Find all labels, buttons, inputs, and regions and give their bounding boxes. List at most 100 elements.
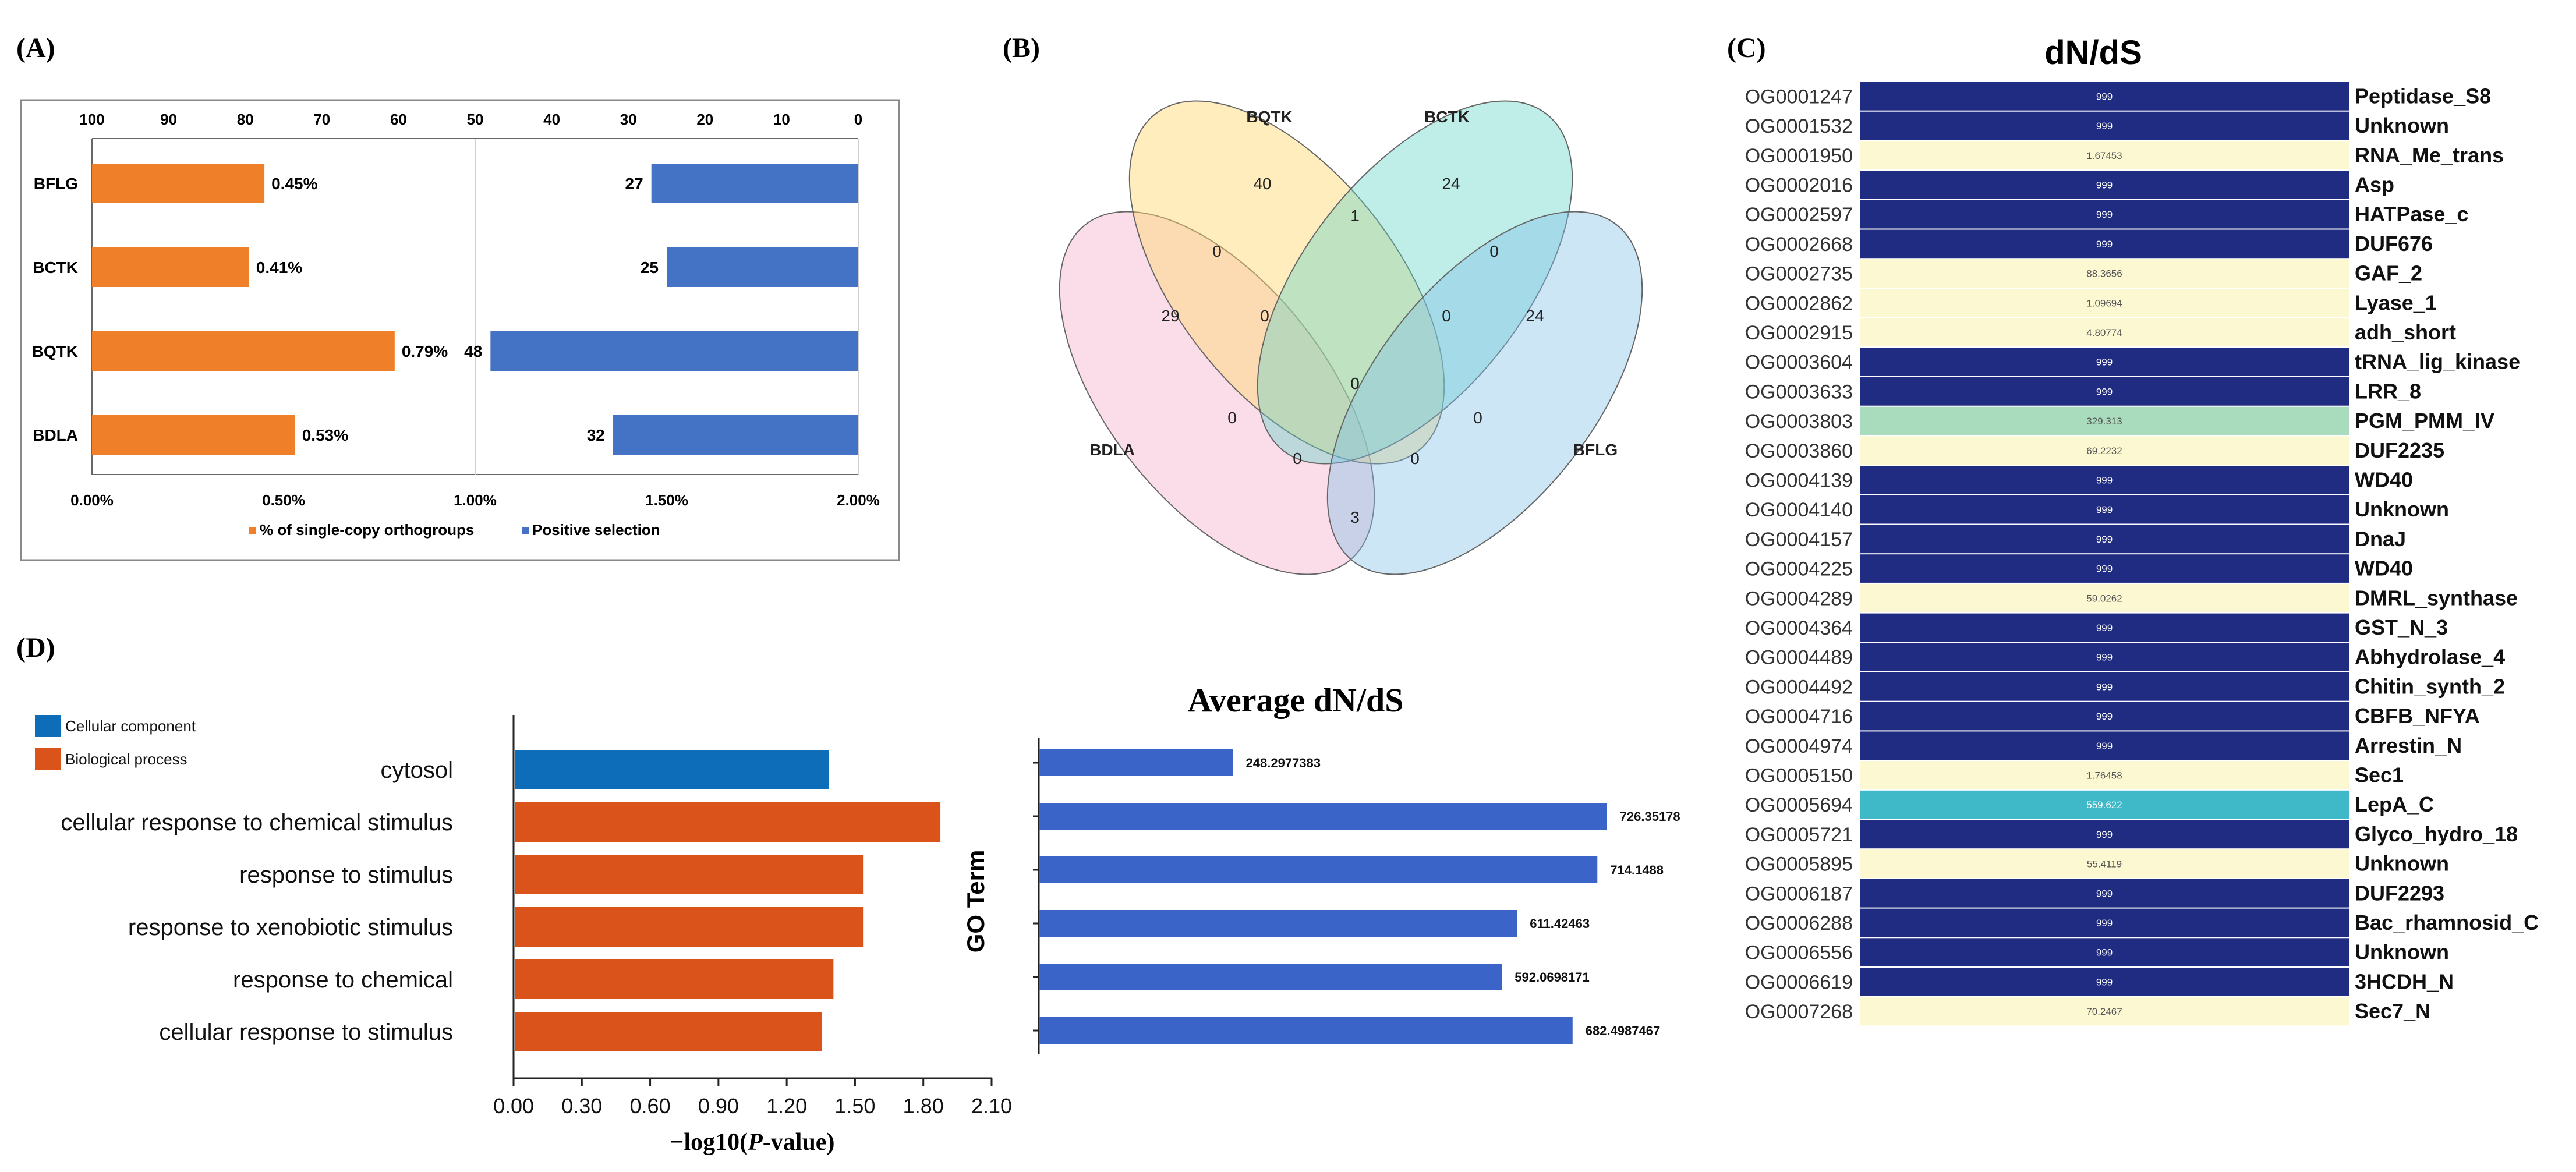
go-bar xyxy=(515,907,864,947)
avg-bar xyxy=(1039,856,1598,883)
heatmap-row-label: OG0003803 xyxy=(1745,410,1853,433)
heatmap-family-label: DnaJ xyxy=(2355,527,2406,551)
top-tick-label: 0 xyxy=(854,111,862,128)
heatmap-cell xyxy=(1860,554,2349,583)
heatmap-cell xyxy=(1860,348,2349,376)
heatmap-family-label: WD40 xyxy=(2355,468,2413,491)
positive-selection-bar xyxy=(490,331,858,371)
heatmap-family-label: Chitin_synth_2 xyxy=(2355,674,2505,698)
go-bar xyxy=(515,855,864,894)
heatmap-cell-value: 999 xyxy=(2096,534,2113,545)
heatmap-row-label: OG0005895 xyxy=(1745,854,1853,876)
legend-swatch-cellular xyxy=(35,715,61,737)
heatmap-family-label: PGM_PMM_IV xyxy=(2355,409,2494,433)
avg-bar-label: 592.0698171 xyxy=(1515,970,1589,985)
heatmap-cell xyxy=(1860,997,2349,1026)
top-tick-label: 40 xyxy=(543,111,560,128)
avg-bar-label: 248.2977383 xyxy=(1246,756,1321,770)
panel-c-heatmap: dN/dS OG0001247 999 Peptidase_S8 OG0001532 9… xyxy=(1745,34,2539,1026)
heatmap-cell xyxy=(1860,229,2349,259)
legend-swatch-orthogroups xyxy=(249,527,256,534)
venn-set-bqtk xyxy=(1128,100,1445,465)
heatmap-cell-value: 999 xyxy=(2096,622,2113,633)
heatmap-row-label: OG0004157 xyxy=(1745,529,1853,551)
avg-bar-label: 726.35178 xyxy=(1620,809,1680,824)
orthogroup-bar-label: 0.45% xyxy=(271,175,317,193)
heatmap-cell xyxy=(1860,643,2349,671)
top-tick-label: 50 xyxy=(467,111,484,128)
heatmap-cell xyxy=(1860,968,2349,996)
heatmap-cell-value: 999 xyxy=(2096,652,2113,663)
avg-bar xyxy=(1039,749,1233,776)
orthogroup-bar xyxy=(92,415,295,455)
heatmap-cell-value: 4.80774 xyxy=(2086,327,2122,338)
panel-label-d: (D) xyxy=(16,632,55,663)
venn-count: 0 xyxy=(1212,242,1222,260)
heatmap-cell-value: 999 xyxy=(2096,91,2113,102)
venn-count: 0 xyxy=(1293,449,1302,468)
heatmap-family-label: Asp xyxy=(2355,172,2394,196)
panel-d-go-chart: Cellular component Biological process cy… xyxy=(35,715,1012,1156)
heatmap-row-label: OG0006619 xyxy=(1745,971,1853,993)
heatmap-title: dN/dS xyxy=(2044,34,2142,72)
heatmap-row-label: OG0003604 xyxy=(1745,352,1853,374)
avg-bar xyxy=(1039,803,1607,830)
heatmap-family-label: Sec7_N xyxy=(2355,999,2430,1023)
heatmap-family-label: Sec1 xyxy=(2355,763,2404,787)
heatmap-row-label: OG0004492 xyxy=(1745,676,1853,698)
heatmap-family-label: DUF2293 xyxy=(2355,881,2444,905)
heatmap-cell-value: 999 xyxy=(2096,209,2113,220)
venn-count: 0 xyxy=(1473,409,1482,427)
avg-y-axis-label: GO Term xyxy=(962,850,989,953)
heatmap-row-label: OG0002915 xyxy=(1745,322,1853,344)
heatmap-cell xyxy=(1860,613,2349,642)
panel-a-top-ticks: 100 90 80 70 60 50 40 30 20 10 0 xyxy=(79,111,862,128)
heatmap-cell-value: 1.67453 xyxy=(2086,150,2122,161)
legend-label-orthogroups: % of single-copy orthogroups xyxy=(260,521,474,539)
heatmap-cell-value: 999 xyxy=(2096,888,2113,899)
heatmap-cell-value: 329.313 xyxy=(2086,416,2122,427)
heatmap-cell-value: 70.2467 xyxy=(2086,1006,2122,1017)
go-tick-label: 1.50 xyxy=(834,1094,875,1118)
heatmap-family-label: Unknown xyxy=(2355,114,2449,137)
heatmap-cell-value: 999 xyxy=(2096,386,2113,397)
avg-bar xyxy=(1039,1017,1573,1044)
heatmap-row-label: OG0005150 xyxy=(1745,764,1853,787)
venn-count: 0 xyxy=(1260,307,1269,325)
heatmap-cell-value: 999 xyxy=(2096,475,2113,486)
heatmap-cell-value: 999 xyxy=(2096,947,2113,958)
bottom-tick-label: 1.00% xyxy=(454,491,497,509)
venn-count: 0 xyxy=(1489,242,1499,260)
positive-selection-bar xyxy=(651,164,858,203)
heatmap-family-label: DUF2235 xyxy=(2355,438,2444,462)
heatmap-cell-value: 1.76458 xyxy=(2086,770,2122,781)
heatmap-row-label: OG0002016 xyxy=(1745,174,1853,196)
heatmap-family-label: Unknown xyxy=(2355,940,2449,964)
heatmap-cell-value: 999 xyxy=(2096,357,2113,368)
go-bar xyxy=(515,959,834,999)
panel-label-b: (B) xyxy=(1003,33,1040,63)
orthogroup-bar xyxy=(92,331,395,371)
heatmap-family-label: RNA_Me_trans xyxy=(2355,143,2504,167)
positive-selection-bar-label: 25 xyxy=(641,259,659,277)
avg-bar-label: 714.1488 xyxy=(1610,863,1664,877)
heatmap-cell xyxy=(1860,377,2349,406)
heatmap-family-label: Abhydrolase_4 xyxy=(2355,645,2505,669)
heatmap-cell xyxy=(1860,583,2349,612)
avg-bar xyxy=(1039,910,1517,937)
orthogroup-bar-label: 0.53% xyxy=(302,426,348,444)
bottom-tick-label: 0.50% xyxy=(262,491,305,509)
go-ticks: 0.00 0.30 0.60 0.90 1.20 1.50 1.80 2.10 xyxy=(493,1078,1012,1118)
go-term-label: cellular response to chemical stimulus xyxy=(61,810,453,835)
venn-set-bflg xyxy=(1326,211,1643,575)
heatmap-row-label: OG0004140 xyxy=(1745,499,1853,521)
heatmap-family-label: CBFB_NFYA xyxy=(2355,704,2480,728)
heatmap-cell xyxy=(1860,141,2349,170)
go-term-label: response to chemical xyxy=(233,967,453,993)
go-term-label: response to xenobiotic stimulus xyxy=(128,915,453,940)
heatmap-family-label: Arrestin_N xyxy=(2355,734,2462,757)
heatmap-cell xyxy=(1860,672,2349,701)
go-tick-label: 1.80 xyxy=(903,1094,944,1118)
go-bar xyxy=(515,750,829,789)
